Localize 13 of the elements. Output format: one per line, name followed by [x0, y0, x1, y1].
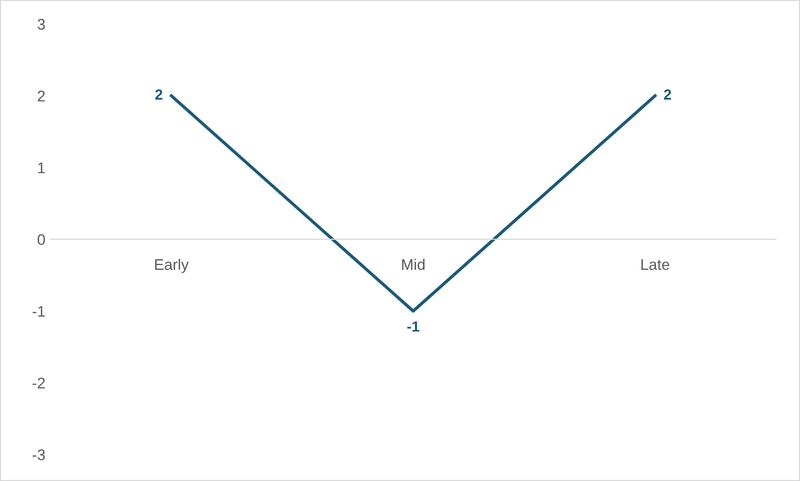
data-label: 2 [155, 89, 162, 100]
x-tick-label: Late [641, 259, 670, 270]
x-tick-label: Mid [402, 258, 425, 270]
data-label: 2 [664, 89, 672, 100]
y-tick-label: 3 [38, 18, 45, 30]
y-tick-label: -1 [32, 306, 45, 317]
x-tick-label: Early [155, 258, 189, 273]
y-tick-label: -3 [32, 449, 45, 460]
y-tick-label: 1 [38, 162, 45, 174]
y-tick-label: -2 [32, 378, 45, 388]
y-tick-label: 2 [38, 90, 45, 102]
data-label: -1 [407, 321, 420, 332]
y-tick-label: 0 [38, 234, 45, 245]
